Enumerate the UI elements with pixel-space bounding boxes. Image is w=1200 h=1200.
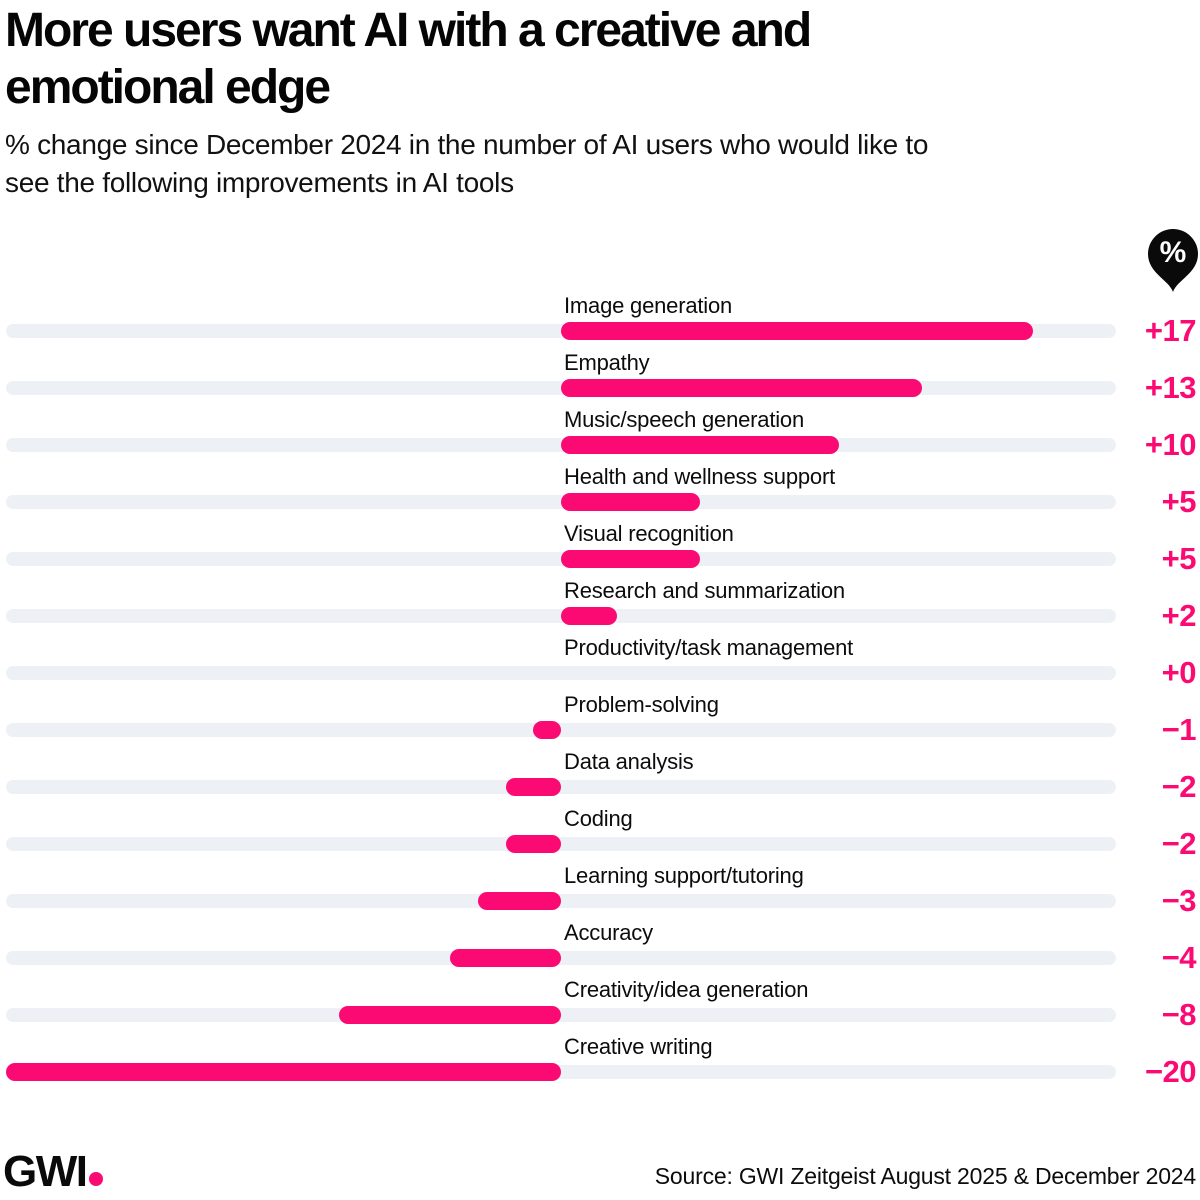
chart-row: Accuracy −4 (0, 920, 1200, 977)
bar-fill (561, 607, 617, 625)
subtitle-line-1: % change since December 2024 in the numb… (5, 129, 929, 160)
bar-value: +0 (1161, 655, 1197, 690)
subtitle-line-2: see the following improvements in AI too… (5, 167, 514, 198)
bar-value: −20 (1144, 1054, 1197, 1089)
gwi-logo-dot-icon (89, 1172, 104, 1186)
bar-label: Visual recognition (564, 521, 734, 546)
bar-label: Health and wellness support (564, 464, 835, 489)
bar-fill (477, 892, 561, 910)
bar-value: −8 (1161, 997, 1197, 1032)
percent-symbol: % (1159, 236, 1187, 269)
bar-value: −3 (1161, 883, 1197, 918)
chart-row: Visual recognition +5 (0, 521, 1200, 578)
bar-label: Empathy (564, 350, 650, 375)
chart-row: Productivity/task management +0 (0, 635, 1200, 692)
bar-label: Data analysis (564, 749, 694, 774)
bar-label: Image generation (564, 293, 733, 318)
bar-fill (561, 436, 839, 454)
bar-label: Creative writing (564, 1034, 713, 1059)
bar-value: +10 (1144, 427, 1197, 462)
chart-row: Image generation +17 (0, 293, 1200, 350)
page-subtitle: % change since December 2024 in the numb… (5, 126, 1185, 202)
bar-value: +5 (1161, 484, 1197, 519)
chart-row: Empathy +13 (0, 350, 1200, 407)
chart-row: Learning support/tutoring −3 (0, 863, 1200, 920)
chart-row: Coding −2 (0, 806, 1200, 863)
bar-chart: Image generation +17 Empathy +13 Music/speec… (0, 293, 1200, 1091)
bar-label: Coding (564, 806, 633, 831)
bar-fill (561, 493, 700, 511)
bar-track (6, 951, 1116, 965)
bar-value: −2 (1161, 769, 1197, 804)
bar-value: +2 (1161, 598, 1197, 633)
bar-track (6, 837, 1116, 851)
bar-fill (561, 322, 1033, 340)
bar-label: Problem-solving (564, 692, 719, 717)
title-line-1: More users want AI with a creative and (5, 4, 812, 57)
source-text: Source: GWI Zeitgeist August 2025 & Dece… (654, 1163, 1196, 1189)
bar-fill (505, 778, 561, 796)
bar-fill (339, 1006, 561, 1024)
bar-label: Music/speech generation (564, 407, 804, 432)
bar-track (6, 723, 1116, 737)
bar-value: +13 (1144, 370, 1197, 405)
chart-row: Music/speech generation +10 (0, 407, 1200, 464)
title-line-2: emotional edge (5, 61, 331, 114)
chart-row: Research and summarization +2 (0, 578, 1200, 635)
chart-row: Data analysis −2 (0, 749, 1200, 806)
bar-fill (533, 721, 561, 739)
bar-track (6, 666, 1116, 680)
bar-value: −4 (1161, 940, 1197, 975)
bar-fill (505, 835, 561, 853)
bar-value: +5 (1161, 541, 1197, 576)
chart-row: Health and wellness support +5 (0, 464, 1200, 521)
bar-label: Creativity/idea generation (564, 977, 809, 1002)
gwi-logo-text: GWI (3, 1147, 88, 1196)
bar-track (6, 780, 1116, 794)
bar-fill (6, 1063, 561, 1081)
chart-row: Creative writing −20 (0, 1034, 1200, 1091)
bar-track (6, 1008, 1116, 1022)
bar-value: +17 (1144, 313, 1197, 348)
bar-fill (561, 379, 922, 397)
bar-value: −2 (1161, 826, 1197, 861)
bar-fill (561, 550, 700, 568)
page-title: More users want AI with a creative and e… (5, 2, 1155, 116)
bar-value: −1 (1161, 712, 1197, 747)
bar-label: Learning support/tutoring (564, 863, 804, 888)
gwi-logo: GWI (3, 1147, 104, 1196)
chart-row: Problem-solving −1 (0, 692, 1200, 749)
bar-label: Research and summarization (564, 578, 845, 603)
bar-label: Accuracy (564, 920, 653, 945)
percent-pin-icon: % (1146, 226, 1200, 294)
chart-row: Creativity/idea generation −8 (0, 977, 1200, 1034)
bar-fill (450, 949, 561, 967)
bar-label: Productivity/task management (564, 635, 854, 660)
pin-shape (1148, 228, 1198, 292)
bar-track (6, 894, 1116, 908)
